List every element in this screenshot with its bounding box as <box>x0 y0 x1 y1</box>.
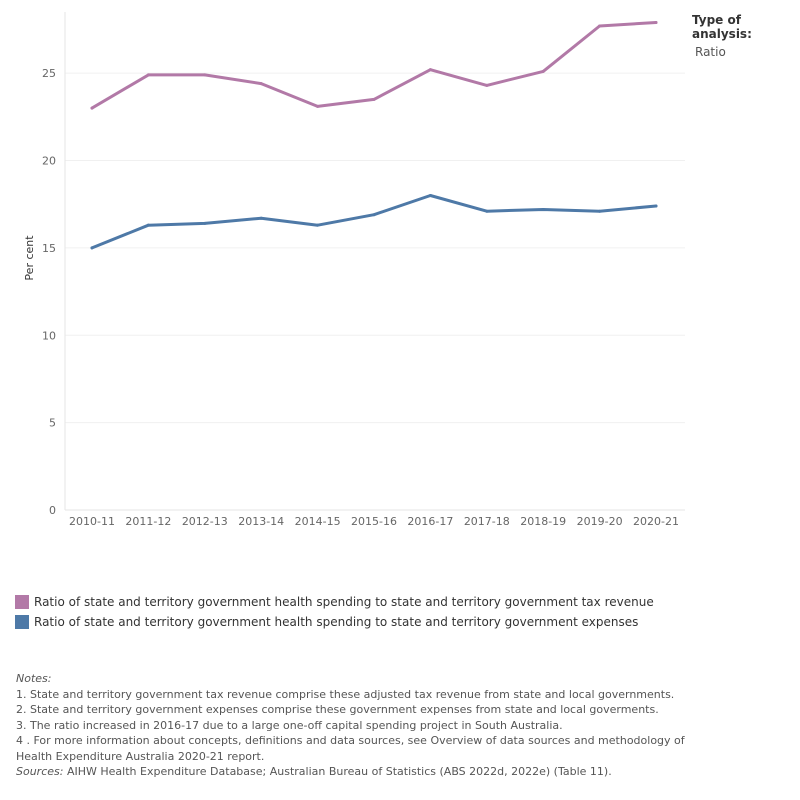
legend-label-tax-revenue: Ratio of state and territory government … <box>34 595 654 609</box>
tick-labels: 0 5 10 15 20 25 2010-11 2011-12 2012-13 2013-14 20… <box>42 67 679 528</box>
x-tick-label: 2020-21 <box>633 515 679 528</box>
y-axis-title: Per cent <box>23 235 36 281</box>
data-point[interactable] <box>146 73 150 77</box>
y-tick-label: 10 <box>42 329 56 342</box>
x-tick-label: 2016-17 <box>407 515 453 528</box>
x-tick-label: 2018-19 <box>520 515 566 528</box>
x-tick-label: 2013-14 <box>238 515 284 528</box>
data-point[interactable] <box>316 223 320 227</box>
data-point[interactable] <box>90 246 94 250</box>
legend-swatch-tax-revenue <box>15 595 29 609</box>
data-point[interactable] <box>654 20 658 24</box>
x-tick-label: 2015-16 <box>351 515 397 528</box>
series-line-1[interactable] <box>90 21 658 110</box>
data-point[interactable] <box>541 207 545 211</box>
data-point[interactable] <box>541 69 545 73</box>
x-tick-label: 2014-15 <box>295 515 341 528</box>
line-chart: 0 5 10 15 20 25 2010-11 2011-12 2012-13 2013-14 20… <box>23 12 685 528</box>
axes <box>64 12 685 511</box>
data-point[interactable] <box>259 216 263 220</box>
filter-value[interactable]: Ratio <box>695 45 726 59</box>
series-lines <box>90 20 658 250</box>
data-point[interactable] <box>598 209 602 213</box>
x-tick-label: 2012-13 <box>182 515 228 528</box>
y-tick-label: 20 <box>42 155 56 168</box>
legend-item-tax-revenue[interactable]: Ratio of state and territory government … <box>15 592 654 612</box>
data-point[interactable] <box>203 73 207 77</box>
sources-label: Sources: <box>16 765 64 778</box>
data-point[interactable] <box>259 82 263 86</box>
data-point[interactable] <box>90 106 94 110</box>
x-tick-label: 2010-11 <box>69 515 115 528</box>
analysis-type-filter[interactable]: Type of analysis: Ratio <box>692 13 800 59</box>
y-tick-label: 5 <box>49 417 56 430</box>
data-point[interactable] <box>654 204 658 208</box>
sources-text: AIHW Health Expenditure Database; Austra… <box>63 765 612 778</box>
gridlines <box>65 72 685 424</box>
note-item-4: 4 . For more information about concepts,… <box>16 734 685 763</box>
notes-heading: Notes: <box>16 672 52 685</box>
note-item-3: 3. The ratio increased in 2016-17 due to… <box>16 718 563 732</box>
data-point[interactable] <box>146 223 150 227</box>
data-point[interactable] <box>372 97 376 101</box>
x-tick-label: 2017-18 <box>464 515 510 528</box>
y-tick-label: 25 <box>42 67 56 80</box>
note-item-2: 2. State and territory government expens… <box>16 703 659 716</box>
data-point[interactable] <box>428 68 432 72</box>
legend: Ratio of state and territory government … <box>15 592 654 632</box>
note-item-1: 1. State and territory government tax re… <box>16 687 675 701</box>
data-point[interactable] <box>428 193 432 197</box>
data-point[interactable] <box>316 104 320 108</box>
data-point[interactable] <box>485 83 489 87</box>
data-point[interactable] <box>372 213 376 217</box>
y-tick-label: 0 <box>49 504 56 517</box>
notes-section: Notes: 1. State and territory government… <box>16 671 696 780</box>
x-tick-label: 2019-20 <box>577 515 623 528</box>
y-tick-label: 15 <box>42 242 56 255</box>
series-line-2[interactable] <box>90 194 658 250</box>
data-point[interactable] <box>485 209 489 213</box>
legend-swatch-expenses <box>15 615 29 629</box>
legend-item-expenses[interactable]: Ratio of state and territory government … <box>15 612 654 632</box>
legend-label-expenses: Ratio of state and territory government … <box>34 615 639 629</box>
sources-line: Sources: AIHW Health Expenditure Databas… <box>16 764 696 780</box>
data-point[interactable] <box>203 221 207 225</box>
x-tick-label: 2011-12 <box>125 515 171 528</box>
filter-title: Type of analysis: <box>692 13 752 41</box>
data-point[interactable] <box>598 24 602 28</box>
